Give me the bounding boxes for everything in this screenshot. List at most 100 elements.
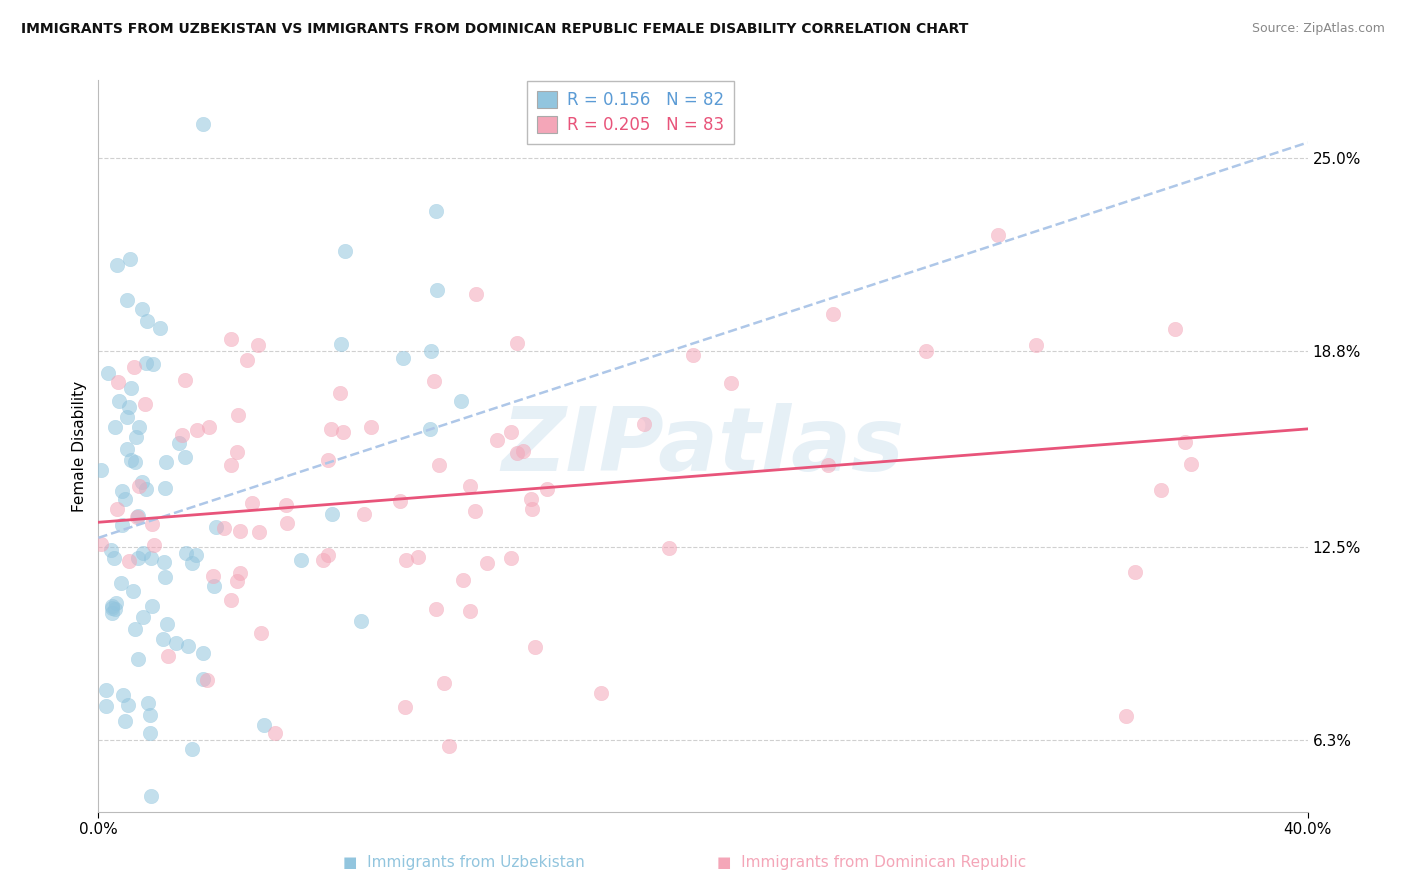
Point [1123,566,1146,580]
Point [229,524,252,538]
Point [127,550,149,565]
Point [240,496,263,510]
Point [204,520,226,534]
Point [330,336,353,351]
Point [214,521,236,535]
Point [173,450,195,464]
Point [465,287,488,301]
Point [392,351,415,365]
Point [633,417,655,432]
Point [536,482,558,496]
Point [458,604,481,618]
Point [184,548,207,562]
Point [464,504,486,518]
Point [141,599,163,614]
Point [131,475,153,489]
Point [264,726,287,740]
Point [250,625,273,640]
Point [499,425,522,440]
Point [395,552,418,566]
Point [139,725,162,739]
Point [152,555,174,569]
Point [122,584,145,599]
Legend: R = 0.156   N = 82, R = 0.205   N = 83: R = 0.156 N = 82, R = 0.205 N = 83 [527,81,734,145]
Point [202,579,225,593]
Point [139,550,162,565]
Point [101,606,124,620]
Point [172,428,194,442]
Point [1115,708,1137,723]
Point [155,455,177,469]
Point [360,420,382,434]
Point [111,518,134,533]
Point [111,484,134,499]
Point [90,537,112,551]
Point [173,373,195,387]
Point [328,386,350,401]
Point [156,617,179,632]
Point [321,508,343,522]
Point [127,508,149,523]
Point [246,338,269,352]
Point [450,393,472,408]
Point [101,599,124,613]
Point [125,430,148,444]
Point [135,356,157,370]
Point [115,410,138,425]
Y-axis label: Female Disability: Female Disability [72,380,87,512]
Point [195,673,218,687]
Point [332,425,354,439]
Point [423,374,446,388]
Point [1174,434,1197,449]
Point [127,652,149,666]
Point [127,510,149,524]
Point [118,554,141,568]
Point [425,203,447,218]
Point [427,458,450,473]
Point [1149,483,1171,497]
Point [149,320,172,334]
Point [817,458,839,472]
Point [104,419,127,434]
Point [425,601,447,615]
Point [94,698,117,713]
Point [477,557,499,571]
Point [219,458,242,472]
Point [915,344,938,359]
Point [589,686,612,700]
Point [142,538,165,552]
Point [512,443,534,458]
Point [394,700,416,714]
Point [499,550,522,565]
Point [219,592,242,607]
Point [505,446,527,460]
Point [104,596,127,610]
Text: ZIPatlas: ZIPatlas [502,402,904,490]
Point [193,672,215,686]
Point [181,556,204,570]
Point [226,574,249,588]
Point [522,502,544,516]
Point [134,396,156,410]
Text: ■  Immigrants from Dominican Republic: ■ Immigrants from Dominican Republic [717,855,1026,870]
Point [101,600,124,615]
Point [153,570,176,584]
Point [276,516,298,530]
Point [311,553,333,567]
Point [235,353,257,368]
Point [157,648,180,663]
Point [135,482,157,496]
Point [97,366,120,380]
Point [419,422,441,436]
Point [426,283,449,297]
Point [122,360,145,375]
Point [1180,457,1202,471]
Point [353,508,375,522]
Point [524,640,547,655]
Point [94,683,117,698]
Point [90,462,112,476]
Point [167,436,190,450]
Point [136,696,159,710]
Point [108,394,131,409]
Point [141,789,163,804]
